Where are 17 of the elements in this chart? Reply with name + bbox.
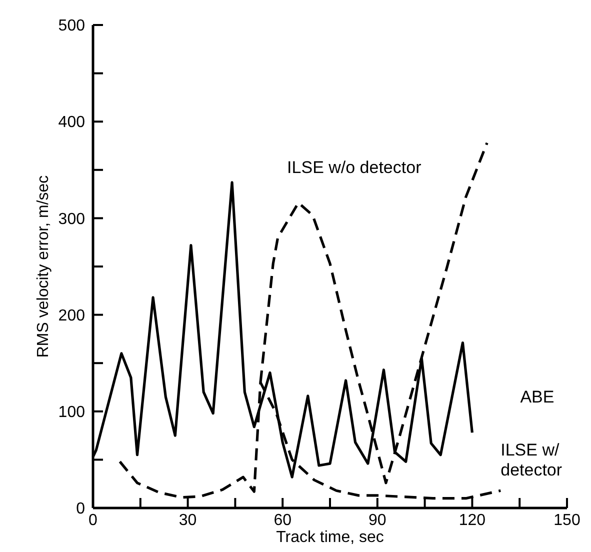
y-tick-label: 300 — [58, 210, 86, 228]
x-axis-title: Track time, sec — [276, 529, 384, 546]
x-tick-label: 0 — [88, 512, 98, 529]
y-tick-label: 200 — [58, 307, 86, 324]
y-tick-label: 500 — [58, 18, 86, 35]
series-label: ILSE w/o detector — [287, 158, 422, 177]
y-axis-title: RMS velocity error, m/sec — [35, 175, 52, 358]
x-tick-label: 150 — [554, 512, 580, 529]
x-tick-label: 60 — [274, 512, 292, 529]
x-tick-label: 30 — [178, 512, 197, 529]
x-tick-label: 90 — [368, 512, 386, 529]
x-tick-label: 120 — [458, 512, 486, 529]
y-tick-label: 400 — [58, 114, 86, 132]
y-tick-label: 0 — [76, 500, 86, 518]
series-label: ILSE w/ detector — [500, 440, 562, 480]
text: ABE — [520, 388, 554, 407]
y-tick-label: 100 — [58, 404, 86, 421]
